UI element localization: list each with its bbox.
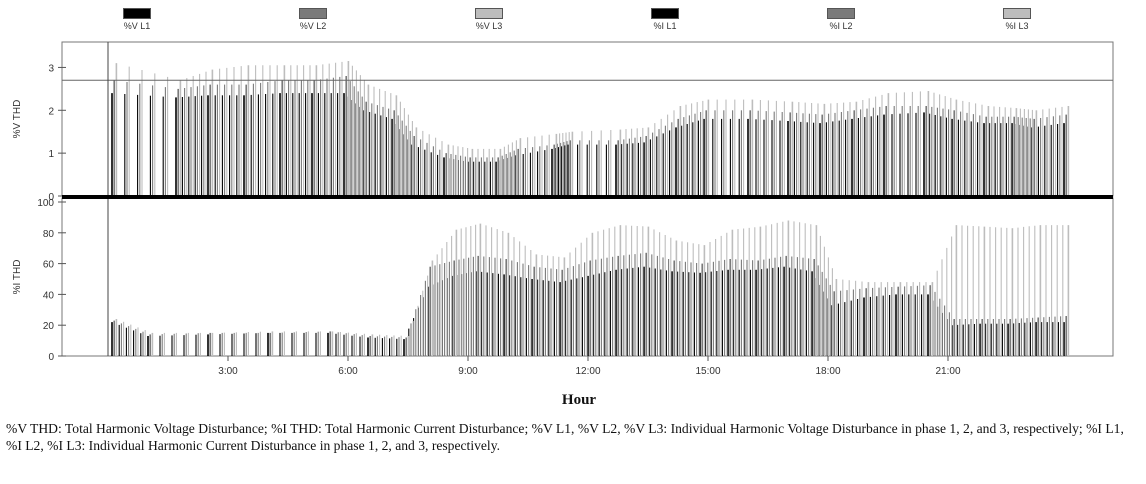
- y-tick-label: 60: [43, 260, 55, 271]
- y-axis-title: %I THD: [12, 260, 23, 295]
- legend-label-i-l1: %I L1: [653, 21, 677, 31]
- y-axis-title: %V THD: [12, 100, 23, 139]
- x-tick-label: 3:00: [218, 366, 238, 377]
- legend: %V L1 %V L2 %V L3 %I L1 %I L2 %I L3: [0, 4, 1146, 38]
- legend-swatch-v-l2: [299, 8, 327, 19]
- y-tick-label: 0: [48, 352, 54, 363]
- legend-label-v-l2: %V L2: [299, 21, 327, 31]
- legend-item-i-l2: %I L2: [796, 8, 886, 31]
- x-tick-label: 9:00: [458, 366, 478, 377]
- x-tick-label: 21:00: [935, 366, 960, 377]
- x-tick-label: 18:00: [815, 366, 840, 377]
- legend-item-v-l2: %V L2: [268, 8, 358, 31]
- x-axis-title-text: Hour: [561, 392, 597, 408]
- y-tick-label: 3: [48, 63, 54, 74]
- y-tick-label: 100: [37, 198, 54, 209]
- legend-label-v-l1: %V L1: [123, 21, 151, 31]
- y-tick-label: 20: [43, 321, 55, 332]
- series--v-l2: [113, 76, 1067, 196]
- legend-item-v-l1: %V L1: [92, 8, 182, 31]
- legend-item-i-l1: %I L1: [620, 8, 710, 31]
- legend-item-i-l3: %I L3: [972, 8, 1062, 31]
- panel-voltage: 0 1 2 3 %V THD: [12, 41, 1114, 203]
- panel-current: 0 20 40 60 80 100 %I THD: [12, 197, 1114, 363]
- y-tick-label: 40: [43, 290, 55, 301]
- legend-item-v-l3: %V L3: [444, 8, 534, 31]
- x-tick-label: 6:00: [338, 366, 358, 377]
- x-axis-title: Hour: [0, 392, 1146, 409]
- y-tick-label: 2: [48, 106, 54, 117]
- legend-label-v-l3: %V L3: [475, 21, 503, 31]
- y-tick-label: 1: [48, 149, 54, 160]
- series--i-l2: [113, 252, 1067, 356]
- x-tick-label: 12:00: [575, 366, 600, 377]
- legend-swatch-i-l2: [827, 8, 855, 19]
- series--i-l3: [115, 220, 1070, 356]
- x-tick-label: 15:00: [695, 366, 720, 377]
- y-tick-label: 0: [48, 192, 54, 203]
- y-tick-label: 80: [43, 229, 55, 240]
- legend-label-i-l3: %I L3: [1005, 21, 1029, 31]
- figure-caption: %V THD: Total Harmonic Voltage Disturban…: [6, 421, 1124, 453]
- legend-swatch-i-l1: [651, 8, 679, 19]
- legend-swatch-i-l3: [1003, 8, 1031, 19]
- series--v-l3: [115, 61, 1070, 196]
- legend-label-i-l2: %I L2: [829, 21, 853, 31]
- legend-swatch-v-l3: [475, 8, 503, 19]
- legend-swatch-v-l1: [123, 8, 151, 19]
